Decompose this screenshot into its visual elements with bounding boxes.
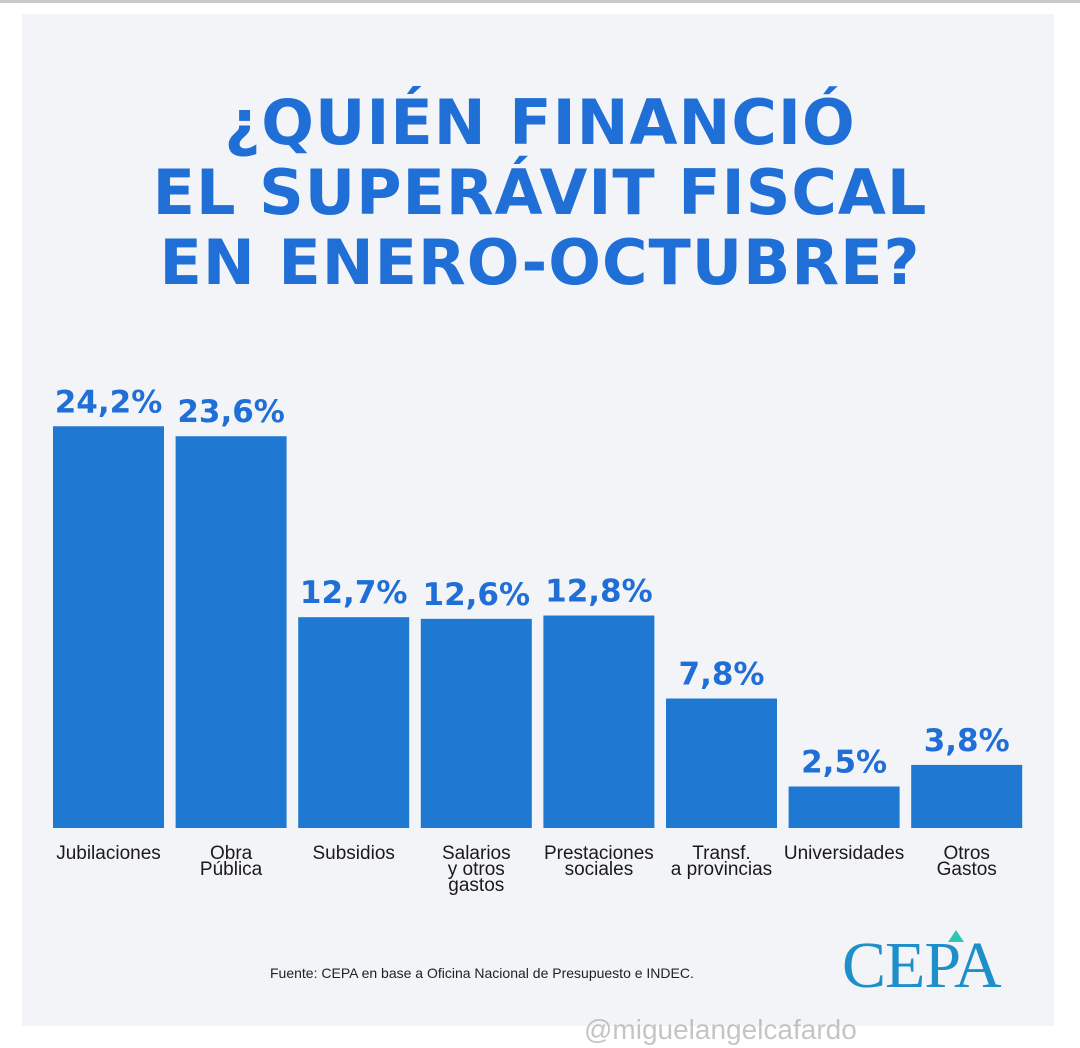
bar-1	[175, 436, 287, 828]
bar-6	[788, 786, 900, 828]
category-label-0: Jubilaciones	[56, 843, 161, 864]
value-label-0: 24,2%	[55, 384, 163, 420]
cepa-logo-mark-icon	[948, 930, 964, 942]
category-label-1: Obra Pública	[200, 843, 263, 880]
title-line-3: EN ENERO-OCTUBRE?	[159, 226, 921, 299]
cepa-logo: CEPA	[842, 929, 1002, 1002]
bar-2	[298, 617, 410, 828]
category-label-5: Transf. a provincias	[671, 843, 772, 880]
bar-0	[53, 426, 164, 828]
category-label-3: Salarios y otros gastos	[442, 843, 511, 896]
tiktok-watermark: @miguelangelcafardo	[584, 1014, 857, 1045]
category-label-6: Universidades	[784, 843, 904, 864]
bar-7	[911, 764, 1023, 828]
value-label-5: 7,8%	[679, 657, 765, 693]
value-label-1: 23,6%	[177, 394, 285, 430]
title-line-2: EL SUPERÁVIT FISCAL	[152, 156, 928, 229]
value-label-4: 12,8%	[545, 574, 653, 610]
top-divider	[0, 0, 1080, 3]
category-label-7: Otros Gastos	[937, 843, 997, 880]
category-label-4: Prestaciones sociales	[544, 843, 654, 880]
value-label-2: 12,7%	[300, 575, 408, 611]
bar-4	[543, 615, 655, 828]
chart-title: ¿QUIÉN FINANCIÓ EL SUPERÁVIT FISCAL EN E…	[0, 88, 1080, 298]
value-label-7: 3,8%	[924, 723, 1010, 759]
category-label-2: Subsidios	[313, 843, 395, 864]
title-line-1: ¿QUIÉN FINANCIÓ	[224, 86, 856, 159]
value-label-3: 12,6%	[423, 577, 531, 613]
value-label-6: 2,5%	[801, 745, 887, 781]
bar-3	[420, 618, 532, 828]
bar-5	[666, 698, 777, 828]
source-note: Fuente: CEPA en base a Oficina Nacional …	[270, 965, 694, 981]
